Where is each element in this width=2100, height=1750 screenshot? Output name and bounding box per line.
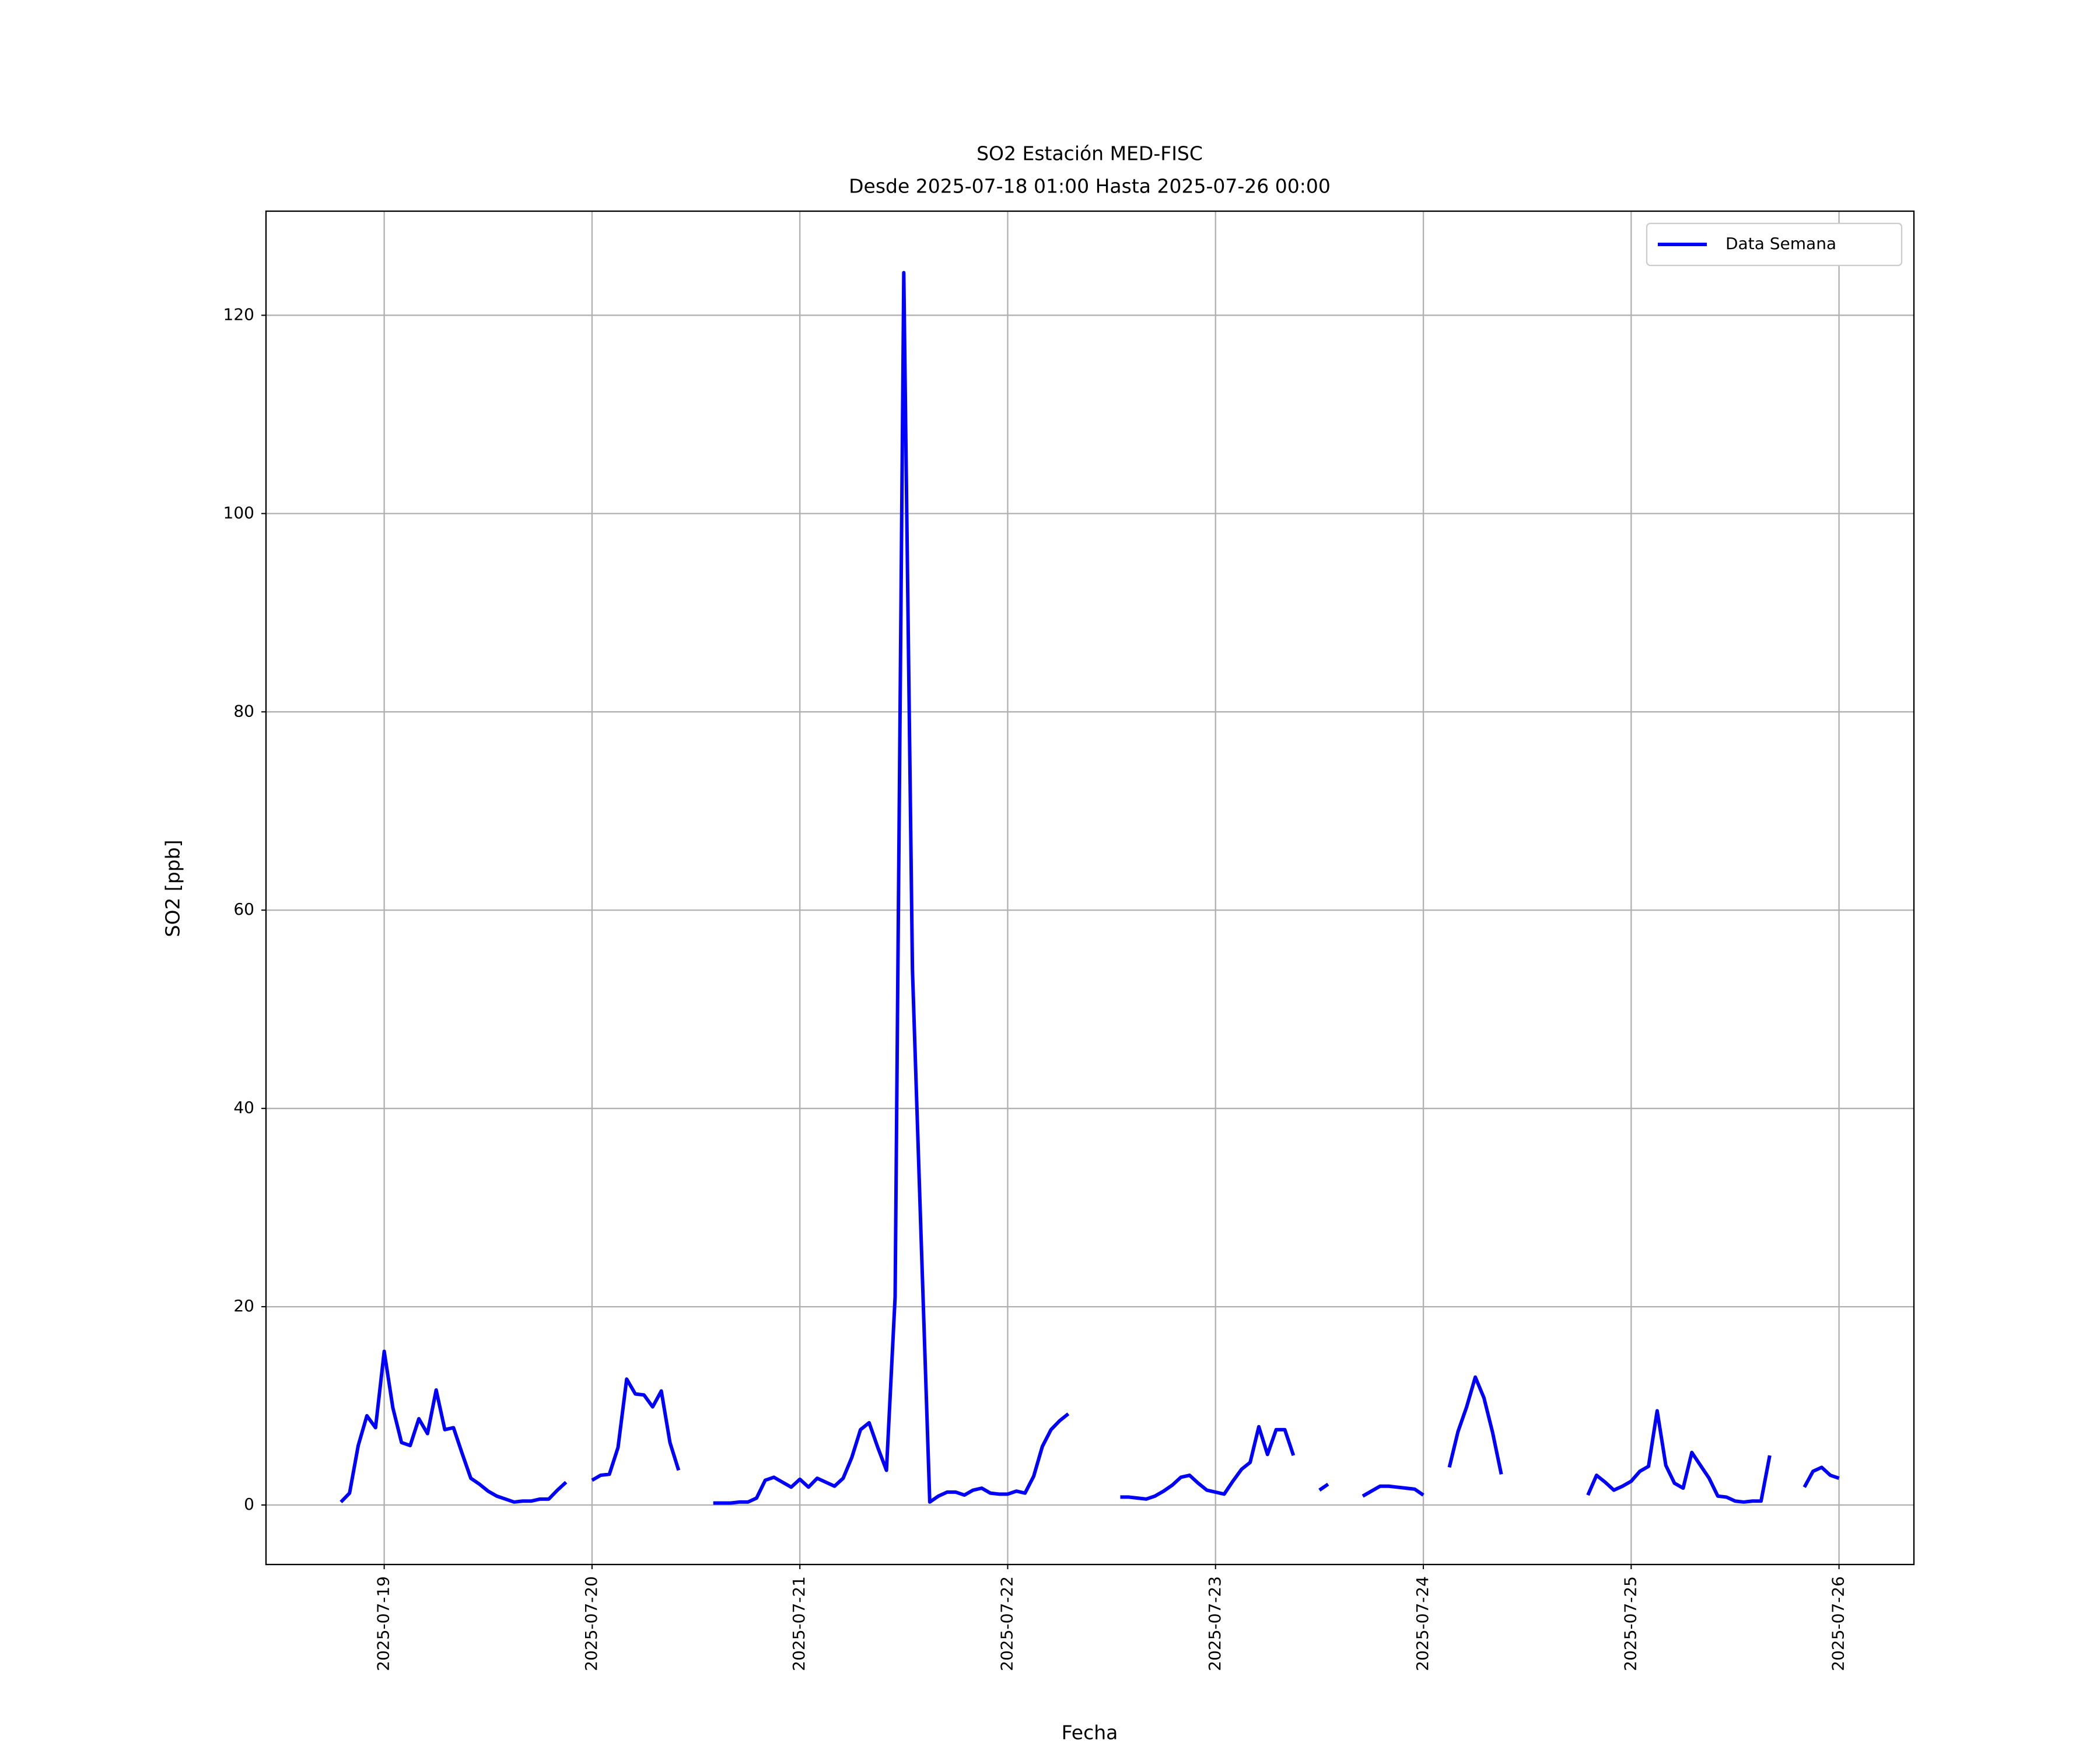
legend: Data Semana: [1646, 222, 1903, 267]
y-axis-label: SO2 [ppb]: [162, 840, 184, 937]
y-tick-label: 100: [223, 503, 254, 522]
plot-frame: [265, 210, 1915, 1566]
y-tick-label: 40: [233, 1098, 254, 1117]
y-tick-label: 120: [223, 304, 254, 324]
x-tick-label: 2025-07-19: [374, 1576, 393, 1671]
x-tick-label: 2025-07-22: [997, 1576, 1016, 1671]
x-tick-label: 2025-07-24: [1413, 1576, 1432, 1671]
chart-title: SO2 Estación MED-FISC: [977, 142, 1203, 165]
legend-box: [1646, 222, 1903, 267]
x-tick-label: 2025-07-23: [1205, 1576, 1224, 1671]
x-tick-label: 2025-07-20: [582, 1576, 601, 1671]
chart-subtitle: Desde 2025-07-18 01:00 Hasta 2025-07-26 …: [849, 175, 1331, 198]
y-tick-label: 60: [233, 900, 254, 919]
x-tick-label: 2025-07-21: [789, 1576, 808, 1671]
x-tick-label: 2025-07-25: [1620, 1576, 1640, 1671]
y-tick-label: 20: [233, 1296, 254, 1315]
data-line: [340, 271, 1840, 1505]
x-tick-label: 2025-07-26: [1829, 1576, 1848, 1671]
y-tick-label: 0: [244, 1494, 254, 1514]
y-tick-label: 80: [233, 701, 254, 720]
x-axis-label: Fecha: [1062, 1721, 1118, 1744]
grid: [266, 211, 1914, 1564]
legend-label: Data Semana: [1726, 234, 1836, 253]
